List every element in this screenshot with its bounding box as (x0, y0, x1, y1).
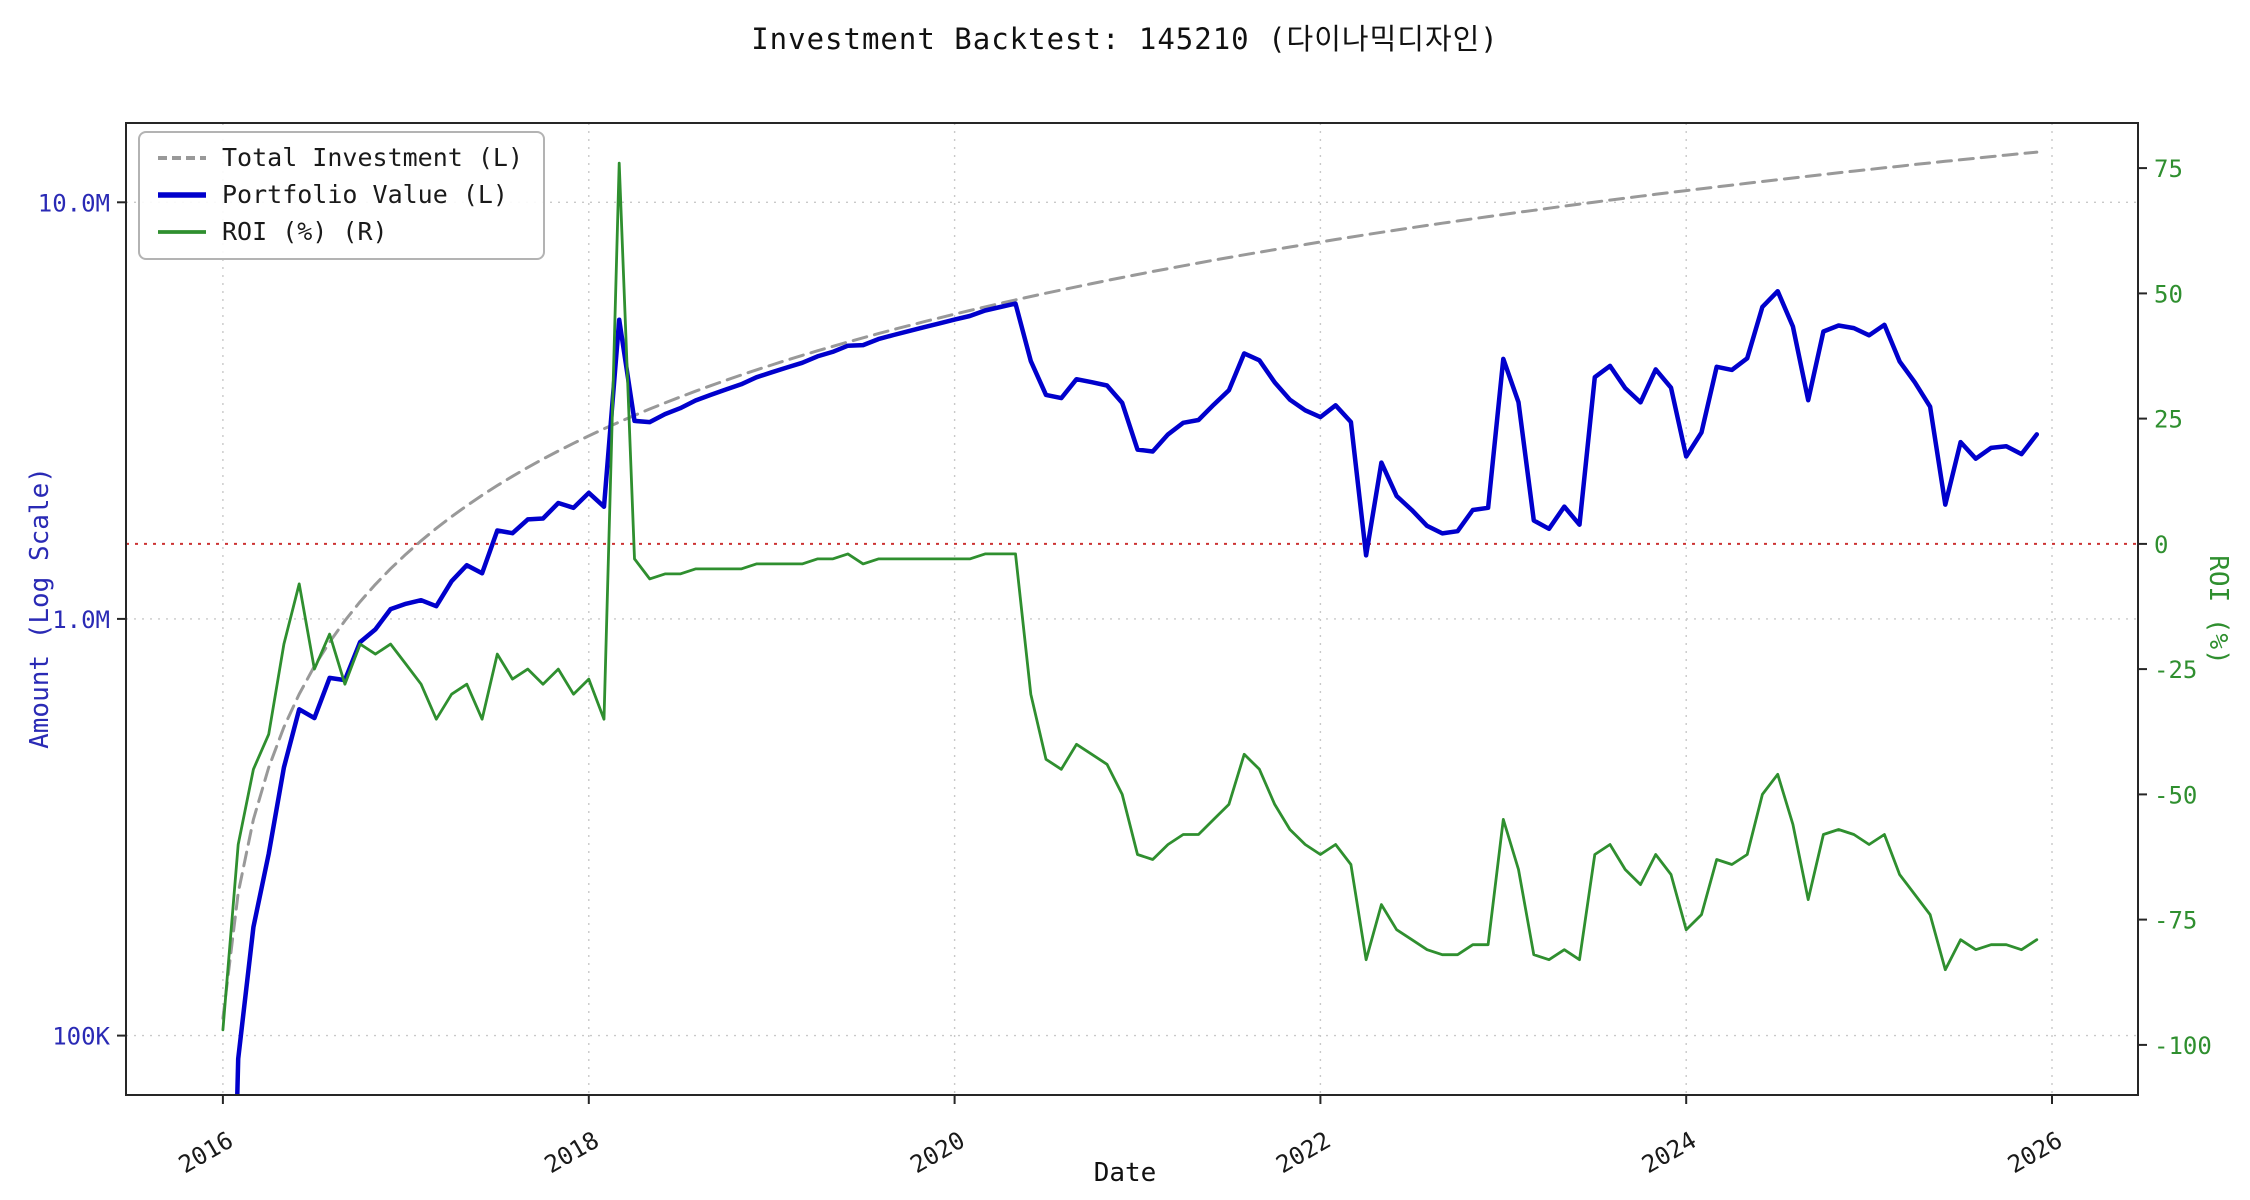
legend-label: Portfolio Value (L) (222, 180, 508, 209)
y-right-tick-label: -100 (2154, 1032, 2212, 1060)
y-right-tick-label: -75 (2154, 907, 2197, 935)
y-right-tick-label: 0 (2154, 531, 2168, 559)
chart-title: Investment Backtest: 145210 (다이나믹디자인) (751, 22, 1499, 56)
x-axis-label: Date (1093, 1158, 1157, 1188)
legend-item: Total Investment (L) (156, 143, 523, 172)
y-axis-left-label: Amount (Log Scale) (25, 467, 55, 749)
series-portfolio-value (235, 288, 2040, 1095)
legend-line-swatch (158, 155, 206, 160)
legend-item: ROI (%) (R) (156, 217, 523, 246)
y-axis-right-label: ROI (%) (2203, 555, 2233, 665)
y-right-tick-label: -25 (2154, 656, 2197, 684)
y-right-tick-label: 50 (2154, 280, 2183, 308)
legend: Total Investment (L) Portfolio Value (L) R… (138, 131, 546, 260)
series-total-investment (221, 150, 2039, 1020)
legend-line-swatch (158, 191, 206, 198)
legend-item: Portfolio Value (L) (156, 180, 523, 209)
y-left-tick-label: 10.0M (38, 189, 110, 217)
legend-label: ROI (%) (R) (222, 217, 388, 246)
plot-border (125, 122, 2139, 1096)
y-left-tick-label: 100K (52, 1023, 110, 1051)
y-right-tick-label: -50 (2154, 781, 2197, 809)
legend-label: Total Investment (L) (222, 143, 524, 172)
y-right-tick-label: 25 (2154, 406, 2183, 434)
series-roi (221, 161, 2039, 1032)
y-right-tick-label: 75 (2154, 155, 2183, 183)
y-left-tick-label: 1.0M (52, 606, 110, 634)
legend-line-swatch (158, 229, 206, 234)
